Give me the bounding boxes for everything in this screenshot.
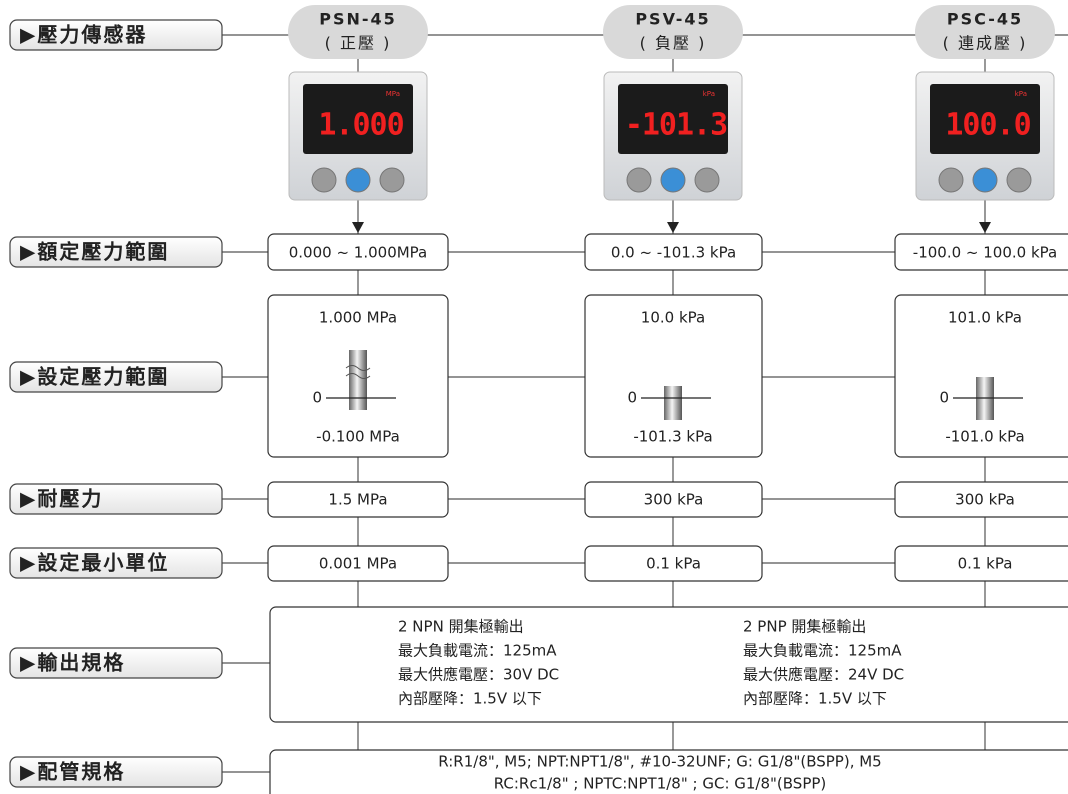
proof-box (267, 481, 449, 518)
row-tab (9, 756, 223, 788)
model-name: PSC-45 (947, 10, 1023, 29)
output-line: 內部壓降：1.5V 以下 (743, 690, 887, 708)
device-button (379, 167, 405, 193)
device-button (694, 167, 720, 193)
model-type: ( 負壓 ) (640, 34, 707, 53)
row-tab (9, 483, 223, 515)
row-label: ▶配管規格 (20, 760, 125, 784)
set-max: 1.000 MPa (319, 309, 397, 327)
row-label: ▶輸出規格 (20, 651, 125, 675)
rated-range: 0.000 ~ 1.000MPa (289, 244, 428, 262)
row-label: ▶設定最小單位 (20, 551, 169, 575)
device-button (345, 167, 371, 193)
row-label: ▶額定壓力範圍 (20, 240, 169, 264)
output-line: 最大負載電流：125mA (398, 642, 557, 660)
model-name: PSN-45 (319, 10, 397, 29)
device-display: 100.0 (945, 108, 1030, 143)
row-label: ▶設定壓力範圍 (20, 365, 169, 389)
model-type: ( 正壓 ) (325, 34, 392, 53)
device-button (311, 167, 337, 193)
set-max: 10.0 kPa (641, 309, 705, 327)
proof-box (894, 481, 1068, 518)
output-line: 2 PNP 開集極輸出 (743, 618, 866, 636)
output-line: 最大供應電壓：24V DC (743, 666, 904, 684)
set-min: -0.100 MPa (316, 428, 400, 446)
row-label: ▶耐壓力 (20, 487, 103, 511)
output-line: 2 NPN 開集極輸出 (398, 618, 524, 636)
output-box (269, 606, 1068, 723)
set-min: -101.0 kPa (945, 428, 1024, 446)
device-display: -101.3 (625, 108, 727, 143)
min-unit: 0.1 kPa (958, 555, 1013, 573)
arrow (352, 222, 364, 233)
model-pill (915, 5, 1055, 59)
set-max: 101.0 kPa (948, 309, 1022, 327)
proof-pressure: 300 kPa (644, 491, 704, 509)
device-unit: MPa (386, 90, 400, 98)
proof-pressure: 1.5 MPa (328, 491, 387, 509)
rated-box (267, 233, 449, 271)
piping-line: RC:Rc1/8" ; NPTC:NPT1/8" ; GC: G1/8"(BSP… (494, 775, 827, 793)
device-button (1006, 167, 1032, 193)
piping-box (269, 749, 1068, 794)
rated-box (584, 233, 763, 271)
device-unit: kPa (1015, 90, 1027, 98)
model-pill (603, 5, 743, 59)
row-tab (9, 361, 223, 393)
output-line: 最大負載電流：125mA (743, 642, 902, 660)
row-tab (9, 647, 223, 679)
device-button (626, 167, 652, 193)
device-screen (303, 84, 413, 154)
model-name: PSV-45 (635, 10, 710, 29)
set-zero: 0 (939, 389, 949, 407)
setting-box (894, 294, 1068, 458)
unit-box (267, 545, 449, 582)
rated-range: 0.0 ~ -101.3 kPa (611, 244, 736, 262)
set-min: -101.3 kPa (633, 428, 712, 446)
unit-box (894, 545, 1068, 582)
output-line: 內部壓降：1.5V 以下 (398, 690, 542, 708)
cylinder (664, 386, 682, 420)
min-unit: 0.001 MPa (319, 555, 397, 573)
device-unit: kPa (703, 90, 715, 98)
arrow (667, 222, 679, 233)
output-line: 最大供應電壓：30V DC (398, 666, 559, 684)
row-tab (9, 547, 223, 579)
row-label: ▶壓力傳感器 (20, 23, 147, 47)
proof-box (584, 481, 763, 518)
model-pill (288, 5, 428, 59)
rated-range: -100.0 ~ 100.0 kPa (913, 244, 1057, 262)
device-button (938, 167, 964, 193)
unit-box (584, 545, 763, 582)
row-tab (9, 19, 223, 51)
piping-line: R:R1/8", M5; NPT:NPT1/8", #10-32UNF; G: … (438, 753, 881, 771)
break (345, 365, 371, 379)
set-zero: 0 (312, 389, 322, 407)
arrow (979, 222, 991, 233)
row-tab (9, 236, 223, 268)
rated-box (894, 233, 1068, 271)
device-button (660, 167, 686, 193)
setting-box (584, 294, 763, 458)
cylinder (349, 350, 367, 410)
model-type: ( 連成壓 ) (943, 34, 1028, 53)
proof-pressure: 300 kPa (955, 491, 1015, 509)
device-screen (618, 84, 728, 154)
min-unit: 0.1 kPa (646, 555, 701, 573)
device-display: 1.000 (318, 108, 403, 143)
device-screen (930, 84, 1040, 154)
set-zero: 0 (627, 389, 637, 407)
device-button (972, 167, 998, 193)
